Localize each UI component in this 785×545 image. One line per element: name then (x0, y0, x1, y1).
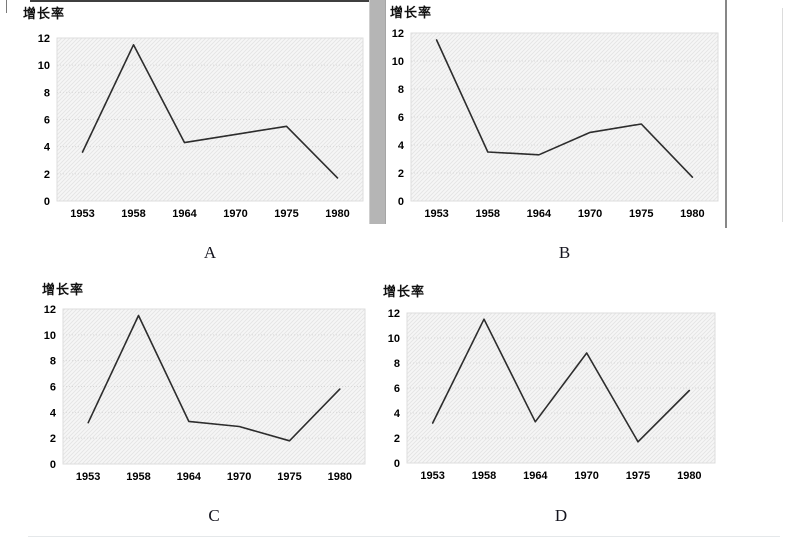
svg-text:1980: 1980 (677, 470, 701, 482)
chart-panel-d: 增长率 0 2 4 6 8 10 12 1953 1958 1964 1970 1975 1980 D (383, 270, 735, 545)
svg-text:12: 12 (38, 33, 50, 45)
svg-text:8: 8 (44, 87, 50, 99)
table-border-top-fragment (30, 0, 370, 2)
svg-text:1964: 1964 (172, 208, 197, 220)
svg-text:1964: 1964 (523, 470, 548, 482)
svg-text:6: 6 (44, 115, 50, 127)
svg-text:1964: 1964 (177, 471, 202, 483)
chart-panel-c: 增长率 0 2 4 6 8 10 12 1953 1958 1964 1970 1975 1980 C (0, 270, 386, 545)
svg-text:1980: 1980 (680, 208, 704, 220)
svg-text:10: 10 (44, 330, 56, 342)
svg-text:8: 8 (50, 356, 56, 368)
svg-text:2: 2 (50, 433, 56, 445)
svg-text:6: 6 (50, 382, 56, 394)
svg-text:2: 2 (44, 169, 50, 181)
svg-text:10: 10 (38, 60, 50, 72)
line-chart-a: 0 2 4 6 8 10 12 1953 1958 1964 1970 1975 1980 (38, 33, 364, 220)
chart-d-letter: D (554, 506, 568, 525)
svg-text:1970: 1970 (574, 470, 598, 482)
svg-text:6: 6 (398, 112, 404, 124)
svg-text:1958: 1958 (472, 470, 496, 482)
faint-right-border (782, 8, 783, 222)
svg-text:1975: 1975 (626, 470, 650, 482)
chart-a-letter: A (203, 243, 217, 262)
chart-a-title: 增长率 (23, 6, 66, 21)
line-chart-c: 0 2 4 6 8 10 12 1953 1958 1964 1970 1975 1980 (44, 304, 366, 483)
svg-text:1964: 1964 (527, 208, 552, 220)
svg-text:1958: 1958 (476, 208, 500, 220)
svg-text:12: 12 (388, 308, 400, 320)
line-chart-b: 0 2 4 6 8 10 12 1953 1958 1964 1970 1975 1980 (392, 28, 719, 220)
chart-b-title: 增长率 (390, 5, 433, 20)
table-border-right-line (725, 0, 727, 228)
svg-text:2: 2 (398, 168, 404, 180)
svg-text:1970: 1970 (227, 471, 251, 483)
chart-b-letter: B (558, 243, 571, 262)
faint-bottom-rule (28, 536, 780, 537)
svg-text:10: 10 (388, 333, 400, 345)
svg-text:0: 0 (394, 458, 400, 470)
svg-text:1958: 1958 (121, 208, 145, 220)
svg-text:0: 0 (50, 459, 56, 471)
svg-text:1975: 1975 (629, 208, 653, 220)
svg-text:1980: 1980 (325, 208, 349, 220)
svg-text:1958: 1958 (126, 471, 150, 483)
svg-text:1953: 1953 (70, 208, 94, 220)
svg-text:0: 0 (44, 196, 50, 208)
svg-text:6: 6 (394, 383, 400, 395)
svg-text:1953: 1953 (420, 470, 444, 482)
chart-c-letter: C (208, 506, 220, 525)
svg-text:4: 4 (44, 142, 51, 154)
svg-text:10: 10 (392, 56, 404, 68)
svg-text:4: 4 (394, 408, 401, 420)
svg-text:1975: 1975 (277, 471, 301, 483)
table-border-left-fragment (6, 0, 7, 13)
line-chart-d: 0 2 4 6 8 10 12 1953 1958 1964 1970 1975 1980 (388, 308, 716, 482)
svg-text:1953: 1953 (76, 471, 100, 483)
chart-d-title: 增长率 (383, 284, 426, 299)
svg-text:12: 12 (44, 304, 56, 316)
svg-text:1970: 1970 (223, 208, 247, 220)
svg-text:12: 12 (392, 28, 404, 40)
chart-panel-a: 增长率 0 2 4 6 8 10 12 1953 1958 1964 1970 1975 1980 A (0, 0, 370, 268)
svg-text:8: 8 (398, 84, 404, 96)
svg-text:1975: 1975 (274, 208, 298, 220)
svg-text:2: 2 (394, 433, 400, 445)
svg-text:1970: 1970 (578, 208, 602, 220)
chart-panel-b: 增长率 0 2 4 6 8 10 12 1953 1958 1964 1970 1975 1980 B (390, 0, 735, 268)
vertical-scrollbar[interactable] (369, 0, 386, 224)
svg-text:8: 8 (394, 358, 400, 370)
svg-text:1980: 1980 (328, 471, 352, 483)
chart-c-title: 增长率 (42, 282, 85, 297)
svg-text:4: 4 (50, 407, 57, 419)
svg-text:1953: 1953 (424, 208, 448, 220)
svg-text:4: 4 (398, 140, 405, 152)
svg-text:0: 0 (398, 196, 404, 208)
